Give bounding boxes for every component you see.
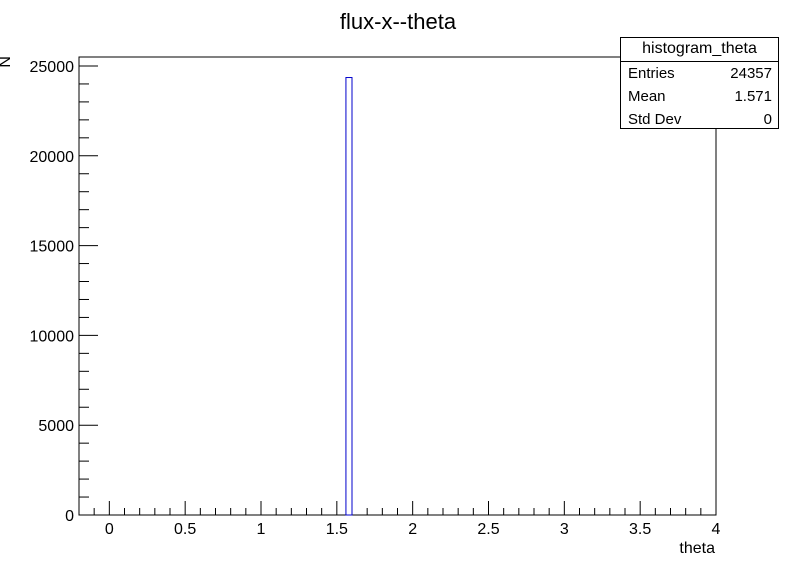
y-tick-label: 5000 (38, 418, 74, 435)
x-tick-label: 2 (408, 521, 417, 538)
histogram-bins (345, 77, 353, 516)
stats-row-entries: Entries 24357 (621, 62, 778, 85)
y-tick-label: 0 (65, 508, 74, 525)
stats-label: Entries (628, 65, 675, 82)
stats-value: 0 (763, 111, 772, 128)
x-tick-label: 1 (257, 521, 266, 538)
x-axis-ticks (78, 501, 717, 515)
stats-label: Mean (628, 88, 666, 105)
x-tick-label: 3 (560, 521, 569, 538)
y-tick-label: 10000 (30, 328, 75, 345)
x-tick-label: 4 (712, 521, 721, 538)
x-axis-title: theta (679, 540, 715, 557)
stats-label: Std Dev (628, 111, 682, 128)
x-tick-label: 2.5 (477, 521, 499, 538)
x-axis-tick-labels: 0 0.5 1 1.5 2 2.5 3 3.5 4 (105, 521, 721, 538)
y-axis-title: N (0, 56, 14, 68)
stats-box: histogram_theta Entries 24357 Mean 1.571… (620, 37, 779, 129)
y-tick-label: 15000 (30, 239, 75, 256)
y-tick-label: 20000 (30, 149, 75, 166)
x-tick-label: 3.5 (629, 521, 651, 538)
stats-value: 24357 (730, 65, 772, 82)
x-tick-label: 0.5 (174, 521, 196, 538)
stats-title: histogram_theta (621, 38, 778, 62)
y-tick-label: 25000 (30, 59, 75, 76)
x-tick-label: 0 (105, 521, 114, 538)
stats-row-mean: Mean 1.571 (621, 85, 778, 108)
y-axis-tick-labels: 0 5000 10000 15000 20000 25000 (30, 59, 75, 525)
stats-value: 1.571 (734, 88, 772, 105)
histogram-bar (345, 77, 353, 516)
x-tick-label: 1.5 (326, 521, 348, 538)
stats-row-stddev: Std Dev 0 (621, 108, 778, 131)
chart-title: flux-x--theta (340, 9, 457, 34)
y-axis-ticks (79, 65, 98, 516)
